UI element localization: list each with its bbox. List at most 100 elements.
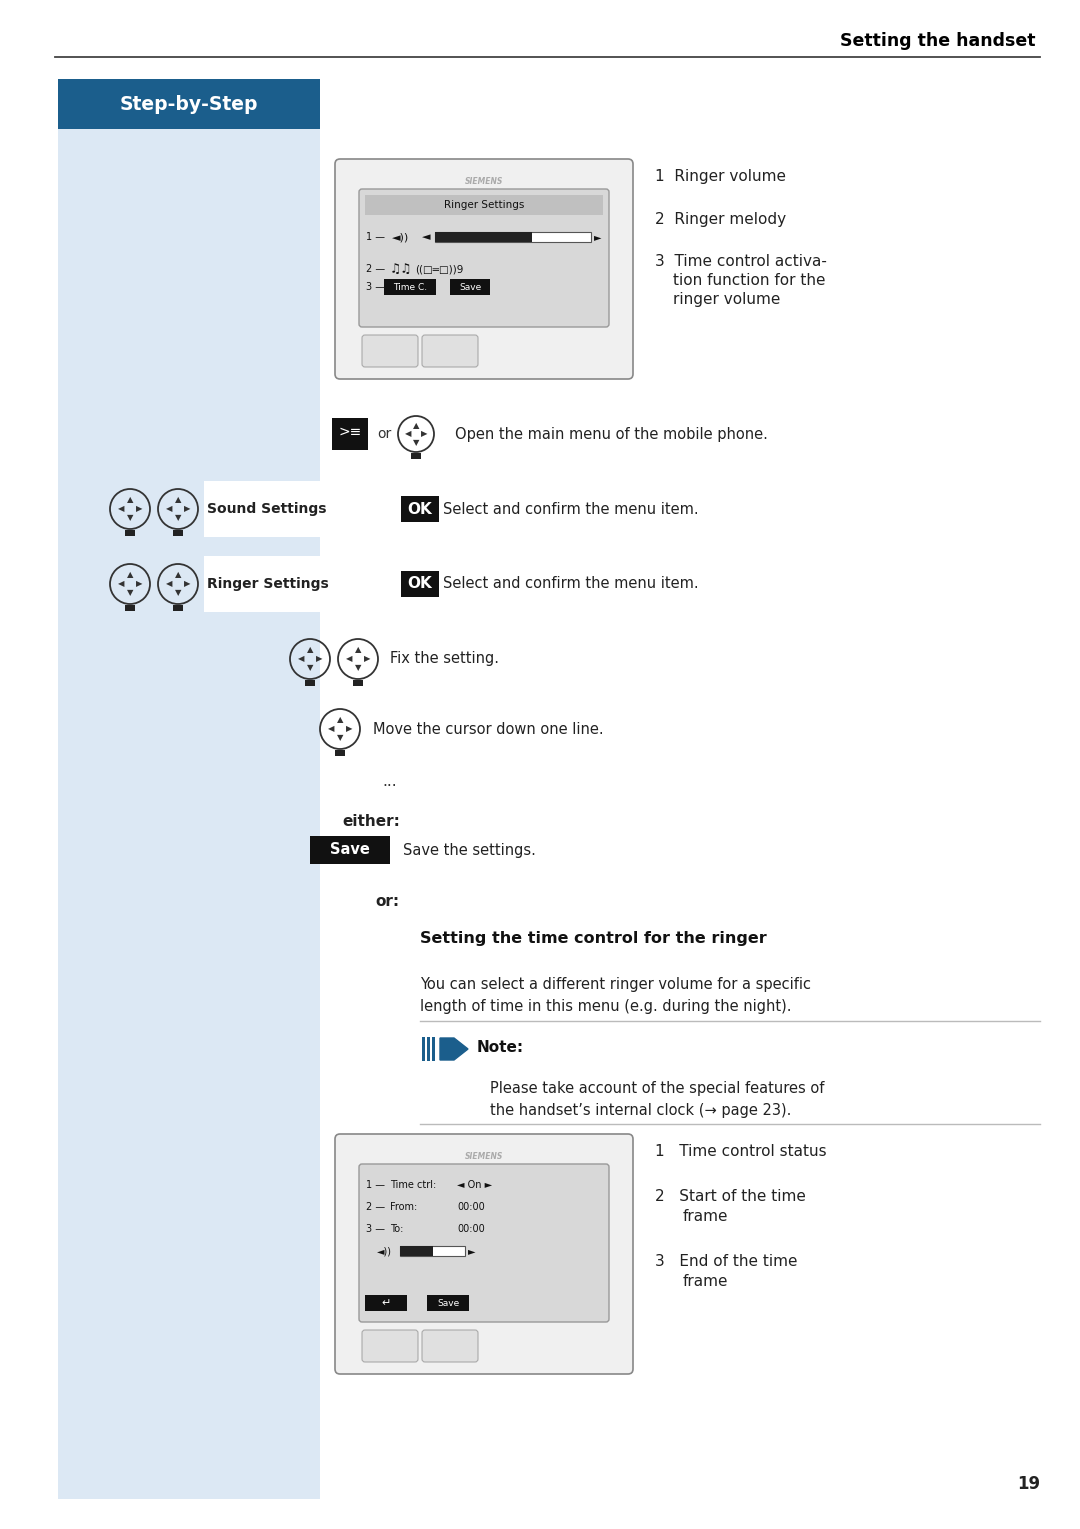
Text: Ringer Settings: Ringer Settings — [444, 200, 524, 209]
Bar — [173, 605, 183, 612]
Bar — [125, 531, 135, 537]
Text: ▲: ▲ — [413, 422, 419, 430]
FancyBboxPatch shape — [335, 159, 633, 379]
Text: ▼: ▼ — [307, 664, 313, 673]
Bar — [450, 278, 490, 295]
Text: ◀: ◀ — [118, 505, 124, 514]
Bar — [125, 605, 135, 612]
Text: ▲: ▲ — [175, 495, 181, 505]
FancyArrow shape — [440, 1038, 468, 1060]
Text: ◄: ◄ — [422, 232, 431, 242]
Text: Sound Settings: Sound Settings — [207, 502, 326, 515]
Text: ↵: ↵ — [381, 1298, 391, 1307]
FancyBboxPatch shape — [422, 335, 478, 367]
Bar — [432, 1037, 435, 1061]
Text: ▼: ▼ — [175, 514, 181, 523]
Text: 3  Time control activa-: 3 Time control activa- — [654, 254, 827, 269]
Text: ▲: ▲ — [126, 570, 133, 579]
FancyBboxPatch shape — [335, 1135, 633, 1375]
Text: ▶: ▶ — [184, 505, 190, 514]
Bar — [411, 453, 421, 459]
Bar — [365, 196, 603, 216]
Text: ◄ On ►: ◄ On ► — [457, 1180, 492, 1190]
Bar — [204, 557, 389, 612]
Bar — [401, 570, 438, 596]
Text: ▼: ▼ — [126, 589, 133, 598]
Text: Move the cursor down one line.: Move the cursor down one line. — [373, 722, 604, 737]
Bar — [353, 680, 363, 687]
Text: Fix the setting.: Fix the setting. — [390, 651, 499, 667]
Text: frame: frame — [683, 1274, 729, 1289]
Text: 1  Ringer volume: 1 Ringer volume — [654, 170, 786, 183]
Text: ▲: ▲ — [175, 570, 181, 579]
Bar — [58, 80, 320, 1498]
Text: ▶: ▶ — [346, 725, 352, 734]
Text: ◀: ◀ — [165, 505, 172, 514]
Text: ▶: ▶ — [315, 654, 322, 664]
Text: 2 —: 2 — — [366, 265, 386, 274]
Text: Select and confirm the menu item.: Select and confirm the menu item. — [443, 576, 699, 592]
Text: either:: either: — [342, 815, 400, 830]
Text: ►: ► — [469, 1246, 476, 1255]
Text: length of time in this menu (e.g. during the night).: length of time in this menu (e.g. during… — [420, 998, 792, 1014]
Bar — [335, 751, 345, 755]
Text: 1 —: 1 — — [366, 1180, 384, 1190]
FancyBboxPatch shape — [422, 1330, 478, 1362]
Text: ◄)): ◄)) — [377, 1246, 392, 1255]
Text: From:: From: — [390, 1202, 417, 1212]
FancyBboxPatch shape — [362, 335, 418, 367]
Text: Save the settings.: Save the settings. — [403, 842, 536, 858]
Bar — [400, 1246, 432, 1255]
Text: ▲: ▲ — [337, 716, 343, 725]
Text: ▼: ▼ — [126, 514, 133, 523]
Bar — [310, 836, 390, 864]
Text: ◀: ◀ — [327, 725, 334, 734]
Bar — [365, 1295, 407, 1310]
Text: ▶: ▶ — [184, 579, 190, 589]
Text: ((□═□))9: ((□═□))9 — [415, 265, 463, 274]
Text: or:: or: — [376, 893, 400, 908]
Text: ▼: ▼ — [175, 589, 181, 598]
Text: frame: frame — [683, 1209, 729, 1225]
Text: Setting the handset: Setting the handset — [839, 32, 1035, 50]
Text: ▼: ▼ — [413, 437, 419, 446]
Text: the handset’s internal clock (→ page 23).: the handset’s internal clock (→ page 23)… — [490, 1102, 792, 1118]
Bar — [384, 278, 436, 295]
Text: ▼: ▼ — [337, 734, 343, 743]
Text: ►: ► — [594, 232, 602, 242]
Bar — [400, 1246, 465, 1255]
FancyBboxPatch shape — [359, 1164, 609, 1323]
FancyBboxPatch shape — [359, 190, 609, 327]
Text: You can select a different ringer volume for a specific: You can select a different ringer volume… — [420, 977, 811, 992]
Text: Save: Save — [459, 283, 481, 292]
Bar — [422, 1037, 426, 1061]
Text: ▶: ▶ — [364, 654, 370, 664]
Bar — [332, 417, 368, 450]
FancyBboxPatch shape — [362, 1330, 418, 1362]
Text: >≡: >≡ — [338, 425, 362, 439]
Bar — [204, 482, 389, 537]
Text: OK: OK — [407, 576, 432, 592]
Bar — [435, 232, 591, 242]
Text: ◀: ◀ — [405, 430, 411, 439]
Bar — [435, 232, 531, 242]
Text: Save: Save — [437, 1298, 459, 1307]
Text: ♫♫: ♫♫ — [390, 263, 413, 275]
Text: tion function for the: tion function for the — [673, 274, 825, 287]
Text: Note:: Note: — [477, 1041, 524, 1055]
Text: ◀: ◀ — [346, 654, 352, 664]
Text: 1 —: 1 — — [366, 232, 384, 242]
Text: Ringer Settings: Ringer Settings — [207, 576, 328, 592]
Text: ▲: ▲ — [307, 645, 313, 654]
Bar — [173, 531, 183, 537]
Text: 2   Start of the time: 2 Start of the time — [654, 1190, 806, 1203]
Text: SIEMENS: SIEMENS — [464, 1151, 503, 1161]
Text: ▶: ▶ — [136, 505, 143, 514]
Text: 3 —: 3 — — [366, 1225, 384, 1234]
Text: 19: 19 — [1017, 1475, 1040, 1492]
Bar — [427, 1037, 430, 1061]
Bar — [305, 680, 315, 687]
Bar — [401, 495, 438, 521]
Text: Please take account of the special features of: Please take account of the special featu… — [490, 1081, 824, 1096]
Text: ▼: ▼ — [354, 664, 361, 673]
